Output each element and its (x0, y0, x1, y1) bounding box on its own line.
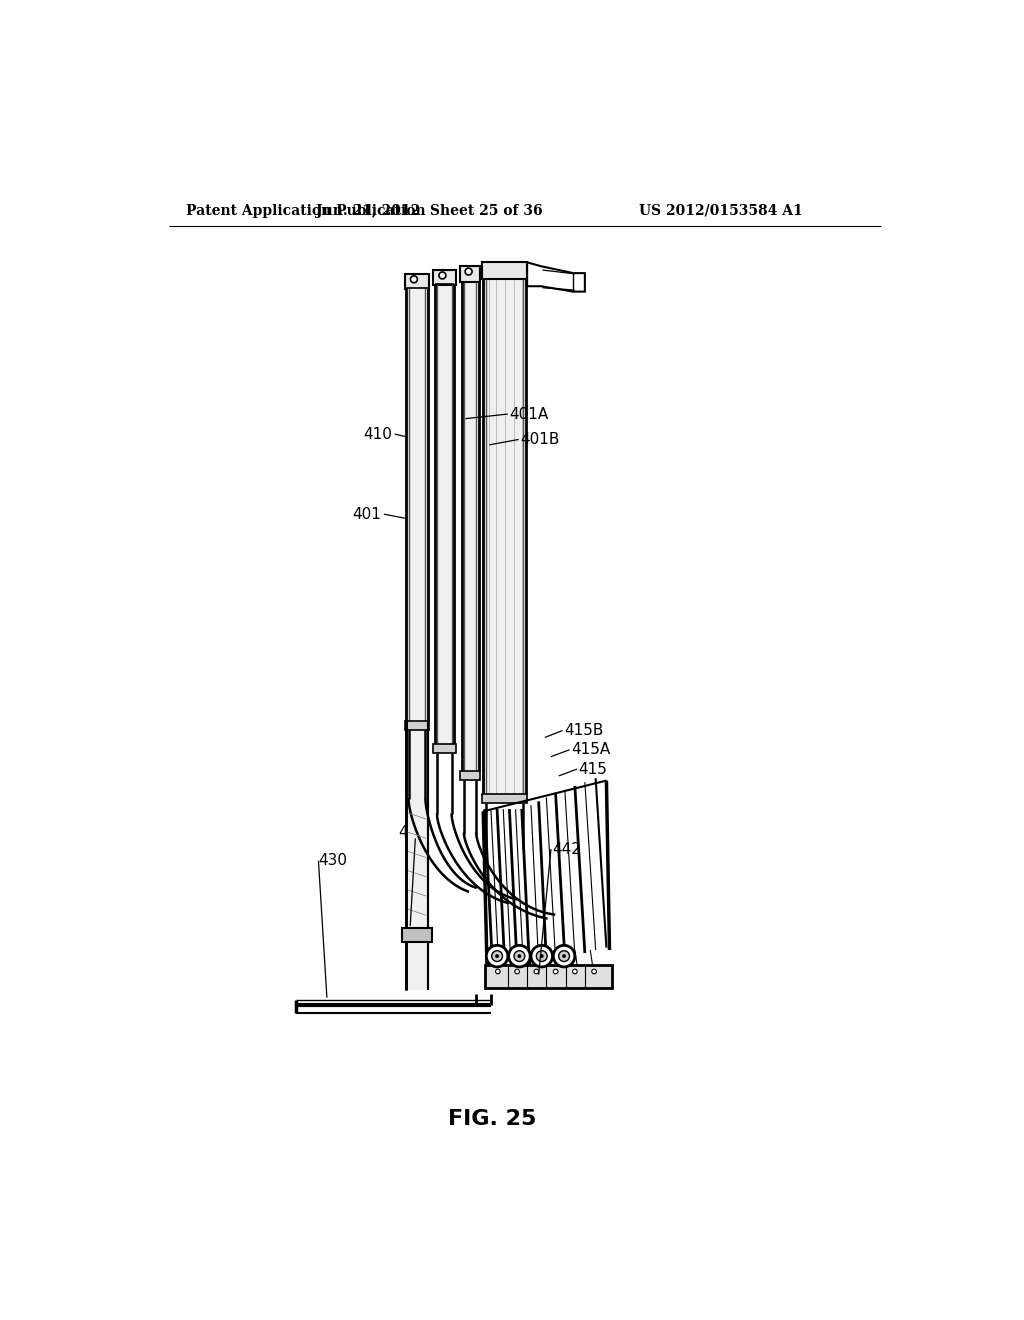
Text: US 2012/0153584 A1: US 2012/0153584 A1 (639, 203, 803, 218)
Bar (481, 263, 527, 280)
Circle shape (514, 950, 525, 961)
Circle shape (572, 969, 578, 974)
Bar (407, 721, 428, 990)
Circle shape (465, 268, 472, 275)
Circle shape (562, 954, 565, 958)
Circle shape (541, 954, 544, 958)
Bar (433, 271, 456, 285)
Circle shape (496, 954, 499, 958)
Bar (483, 276, 525, 793)
Circle shape (515, 969, 519, 974)
Bar (462, 280, 478, 771)
Circle shape (553, 969, 558, 974)
Bar (464, 780, 476, 834)
Bar (484, 965, 611, 989)
Bar (404, 275, 429, 289)
Text: 415: 415 (579, 762, 607, 776)
Text: 410: 410 (364, 426, 392, 442)
Text: FIG. 25: FIG. 25 (449, 1109, 537, 1130)
Text: Jun. 21, 2012  Sheet 25 of 36: Jun. 21, 2012 Sheet 25 of 36 (316, 203, 543, 218)
Text: 401A: 401A (509, 407, 549, 421)
Bar (407, 288, 428, 721)
Circle shape (592, 969, 596, 974)
Bar (435, 284, 454, 743)
Circle shape (411, 276, 418, 282)
Circle shape (439, 272, 445, 279)
Circle shape (509, 945, 530, 966)
Circle shape (531, 945, 553, 966)
Text: 420: 420 (398, 825, 427, 840)
Bar (485, 803, 523, 849)
Bar (402, 928, 432, 942)
Text: Patent Application Publication: Patent Application Publication (186, 203, 426, 218)
Circle shape (518, 954, 521, 958)
Bar (460, 267, 480, 281)
Circle shape (486, 945, 508, 966)
Text: 401B: 401B (520, 432, 559, 447)
Circle shape (553, 945, 574, 966)
Text: 415A: 415A (571, 742, 610, 758)
Text: 430: 430 (318, 853, 347, 869)
Circle shape (496, 969, 500, 974)
Bar (409, 730, 425, 799)
Circle shape (559, 950, 569, 961)
Bar (437, 752, 452, 814)
Bar (460, 771, 480, 780)
Bar (404, 721, 429, 730)
Text: 442: 442 (553, 842, 582, 857)
Circle shape (535, 969, 539, 974)
Circle shape (537, 950, 547, 961)
Circle shape (492, 950, 503, 961)
Text: 415B: 415B (564, 723, 603, 738)
Text: 401: 401 (352, 507, 382, 521)
Bar (433, 743, 456, 752)
Bar (481, 793, 527, 803)
Polygon shape (527, 263, 585, 292)
